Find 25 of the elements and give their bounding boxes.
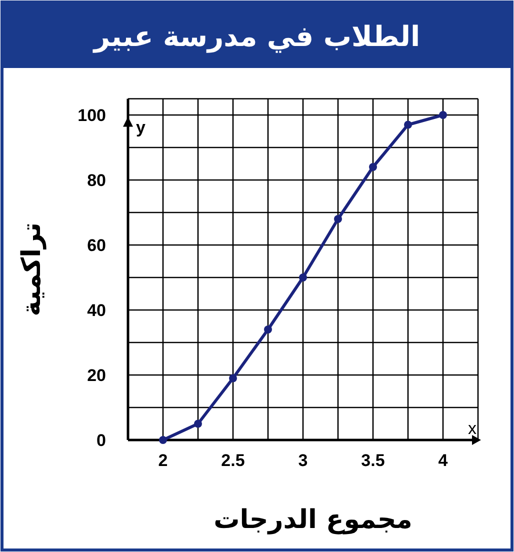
point xyxy=(159,436,167,444)
point xyxy=(299,274,307,282)
x-tick-label: 2 xyxy=(158,451,168,470)
y-tick-label: 20 xyxy=(87,366,106,385)
y-tick-label: 0 xyxy=(96,431,106,450)
annotation: x xyxy=(468,419,477,438)
point xyxy=(439,111,447,119)
y-tick-label: 100 xyxy=(78,106,106,125)
point xyxy=(369,163,377,171)
y-tick-label: 80 xyxy=(87,171,106,190)
point xyxy=(264,326,272,334)
y-tick-label: 40 xyxy=(87,301,106,320)
point xyxy=(229,374,237,382)
x-tick-label: 3 xyxy=(298,451,308,470)
annotation: y xyxy=(136,118,146,137)
y-axis-title: تراكمية xyxy=(17,222,47,316)
chart-title: الطلاب في مدرسة عبير xyxy=(92,20,420,53)
x-tick-label: 4 xyxy=(438,451,448,470)
x-axis-title: مجموع الدرجات xyxy=(214,505,412,535)
point xyxy=(404,120,412,129)
x-tick-label: 2.5 xyxy=(221,451,245,470)
point xyxy=(194,420,202,428)
y-tick-label: 60 xyxy=(87,236,106,255)
point xyxy=(334,215,342,223)
x-tick-label: 3.5 xyxy=(361,451,385,470)
